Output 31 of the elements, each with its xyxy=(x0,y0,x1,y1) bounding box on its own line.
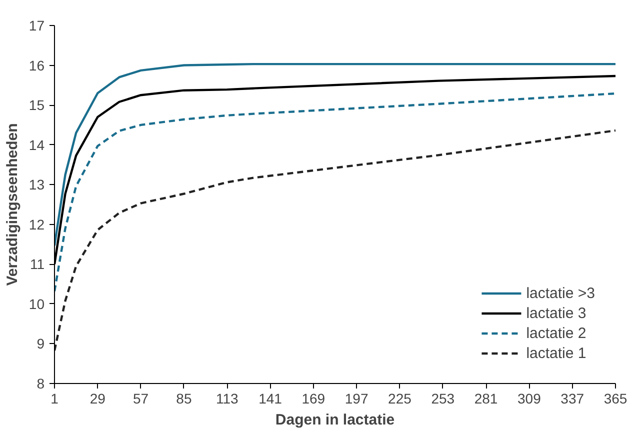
x-tick-label: 1 xyxy=(50,390,59,406)
x-tick-label: 29 xyxy=(90,390,106,406)
legend-label: lactatie 3 xyxy=(526,304,586,322)
x-tick-label: 169 xyxy=(302,390,326,406)
x-tick-label: 197 xyxy=(344,390,368,406)
x-tick-label: 225 xyxy=(388,390,412,406)
y-tick-label: 9 xyxy=(36,336,45,352)
x-tick-label: 309 xyxy=(518,390,542,406)
legend-label: lactatie 1 xyxy=(526,344,586,362)
y-tick-label: 14 xyxy=(28,136,45,153)
y-tick-label: 17 xyxy=(28,18,45,34)
x-tick-label: 85 xyxy=(176,390,192,406)
line-series xyxy=(54,62,616,247)
x-tick-label: 57 xyxy=(133,390,149,406)
x-axis-title: Dagen in lactatie xyxy=(275,412,395,428)
y-tick-label: 13 xyxy=(28,176,45,193)
y-tick-label: 10 xyxy=(28,296,45,312)
x-tick-label: 253 xyxy=(431,390,455,406)
y-axis-title: Verzadigingseenheden xyxy=(4,123,21,286)
x-tick-label: 337 xyxy=(560,390,584,406)
x-tick-label: 281 xyxy=(474,390,498,406)
y-tick-label: 12 xyxy=(28,216,45,232)
y-tick-label: 11 xyxy=(30,256,45,272)
y-tick-label: 8 xyxy=(36,376,45,392)
x-tick-label: 113 xyxy=(216,390,238,406)
y-tick-label: 15 xyxy=(28,97,45,114)
legend-label: lactatie >3 xyxy=(526,284,595,302)
x-tick-label: 141 xyxy=(258,390,282,406)
y-tick-label: 16 xyxy=(28,57,45,74)
x-tick-label: 365 xyxy=(604,390,628,406)
legend-label: lactatie 2 xyxy=(526,324,586,342)
